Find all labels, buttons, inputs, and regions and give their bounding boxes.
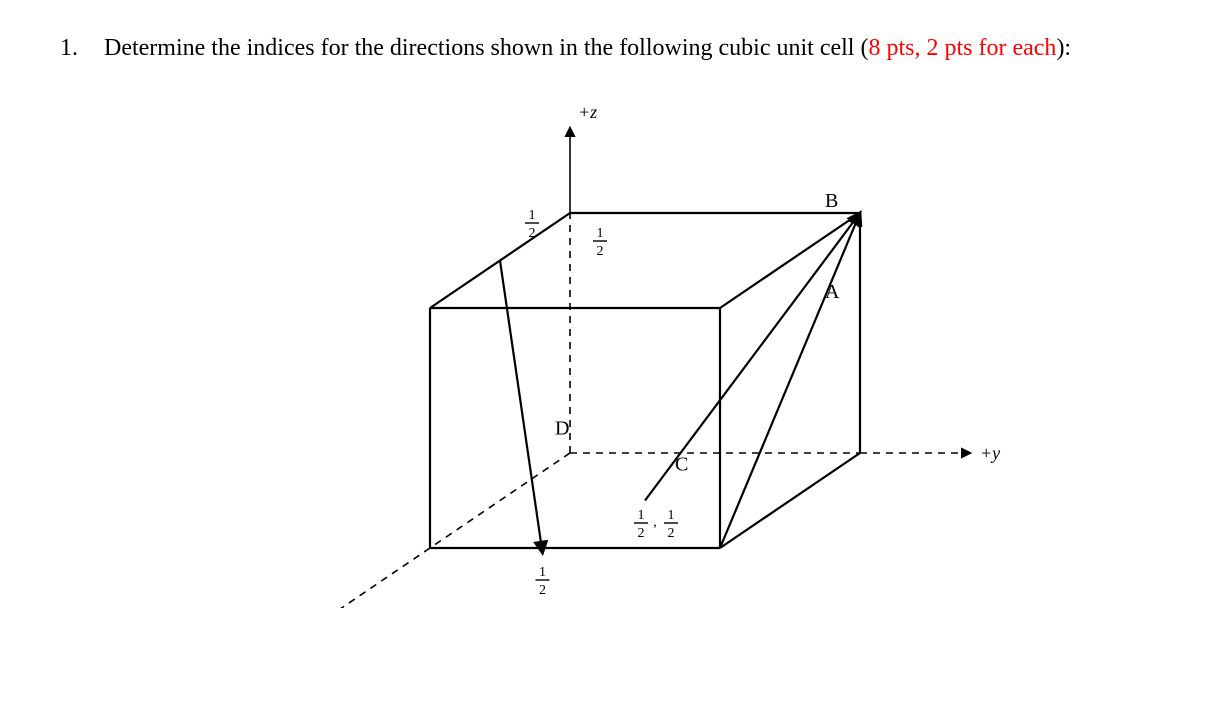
unit-cell-svg: +z+y+xABCD121212,1212 [60, 88, 1160, 608]
svg-text:+y: +y [980, 443, 1000, 463]
svg-text:1: 1 [539, 565, 546, 580]
question-block: 1. Determine the indices for the directi… [60, 32, 1140, 64]
svg-text:C: C [675, 454, 688, 476]
svg-text:B: B [825, 190, 838, 212]
svg-text:1: 1 [597, 226, 604, 241]
svg-text:A: A [825, 281, 840, 303]
svg-text:2: 2 [597, 244, 604, 259]
svg-text:,: , [653, 515, 657, 530]
svg-text:2: 2 [539, 583, 546, 598]
question-number: 1. [60, 32, 88, 64]
unit-cell-figure: +z+y+xABCD121212,1212 [60, 88, 1160, 608]
svg-text:2: 2 [638, 526, 645, 541]
svg-text:+z: +z [578, 102, 597, 122]
question-stem-after: ): [1056, 35, 1071, 61]
svg-text:D: D [555, 418, 569, 440]
svg-text:1: 1 [529, 208, 536, 223]
question-points: 8 pts, 2 pts for each [868, 35, 1056, 61]
question-text: Determine the indices for the directions… [104, 32, 1071, 64]
svg-text:2: 2 [529, 226, 536, 241]
question-stem-before: Determine the indices for the directions… [104, 35, 868, 61]
svg-text:1: 1 [668, 508, 675, 523]
svg-text:1: 1 [638, 508, 645, 523]
svg-text:2: 2 [668, 526, 675, 541]
